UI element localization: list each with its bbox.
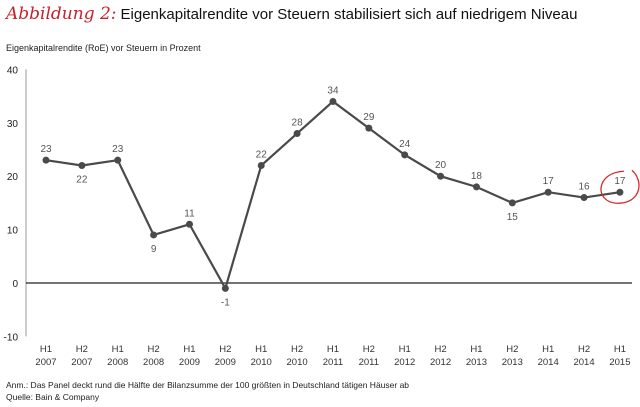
- x-tick-label: H1: [112, 344, 124, 355]
- data-label: 34: [327, 85, 339, 96]
- x-tick-label: 2013: [502, 357, 523, 368]
- x-tick-label: H1: [255, 344, 267, 355]
- data-point: [114, 156, 122, 164]
- y-tick-label: 30: [7, 119, 19, 130]
- data-label: 22: [76, 175, 88, 186]
- x-tick-label: H2: [148, 344, 160, 355]
- y-axis-label: Eigenkapitalrendite (RoE) vor Steuern in…: [6, 43, 201, 53]
- data-point: [185, 220, 193, 228]
- x-tick-label: H2: [434, 344, 446, 355]
- y-tick-label: 0: [12, 279, 18, 290]
- title-text: Eigenkapitalrendite vor Steuern stabilis…: [120, 6, 578, 23]
- x-tick-label: H2: [291, 344, 303, 355]
- x-tick-label: 2010: [251, 357, 272, 368]
- x-tick-label: H2: [76, 344, 88, 355]
- data-point: [401, 151, 409, 159]
- data-point: [78, 162, 86, 170]
- data-point: [221, 284, 229, 292]
- data-label: 18: [471, 171, 483, 182]
- x-tick-label: 2007: [71, 357, 92, 368]
- x-tick-label: H1: [327, 344, 339, 355]
- y-tick-label: 10: [7, 226, 19, 237]
- x-tick-label: 2007: [35, 357, 56, 368]
- x-tick-label: 2010: [287, 357, 308, 368]
- highlight-circle: [600, 169, 640, 204]
- y-tick-label: 40: [7, 65, 19, 76]
- x-tick-label: H2: [363, 344, 375, 355]
- x-tick-label: 2015: [609, 357, 630, 368]
- x-tick-label: H1: [183, 344, 195, 355]
- data-label: -1: [221, 297, 230, 308]
- x-tick-label: 2012: [394, 357, 415, 368]
- data-point: [437, 172, 445, 180]
- x-tick-label: 2014: [538, 357, 559, 368]
- data-point: [365, 124, 373, 132]
- data-point: [508, 199, 516, 207]
- data-point: [472, 183, 480, 191]
- x-tick-label: 2009: [179, 357, 200, 368]
- x-tick-label: H1: [542, 344, 554, 355]
- x-tick-label: H2: [506, 344, 518, 355]
- data-label: 23: [40, 144, 52, 155]
- x-tick-label: H1: [40, 344, 52, 355]
- data-point: [616, 188, 624, 196]
- data-label: 17: [543, 176, 555, 187]
- data-point: [544, 188, 552, 196]
- footnote: Anm.: Das Panel deckt rund die Hälfte de…: [6, 380, 410, 390]
- y-tick-label: -10: [4, 332, 19, 343]
- data-label: 17: [614, 176, 626, 187]
- data-label: 9: [151, 244, 157, 255]
- data-label: 15: [507, 212, 519, 223]
- x-tick-label: 2008: [107, 357, 128, 368]
- x-tick-label: H2: [219, 344, 231, 355]
- x-tick-label: 2011: [359, 357, 379, 368]
- data-label: 29: [363, 112, 375, 123]
- data-label: 24: [399, 139, 411, 150]
- x-tick-label: 2012: [430, 357, 451, 368]
- source-note: Quelle: Bain & Company: [6, 392, 100, 402]
- data-label: 28: [292, 117, 304, 128]
- figure-number: Abbildung 2:: [6, 4, 117, 24]
- data-label: 11: [184, 208, 195, 219]
- data-point: [329, 97, 337, 105]
- data-label: 22: [256, 150, 268, 161]
- x-tick-label: H1: [470, 344, 482, 355]
- data-label: 23: [112, 144, 124, 155]
- chart-title: Abbildung 2: Eigenkapitalrendite vor Steu…: [6, 4, 577, 24]
- x-tick-label: H1: [614, 344, 626, 355]
- x-tick-label: 2008: [143, 357, 164, 368]
- data-point: [580, 194, 588, 202]
- x-tick-label: 2011: [323, 357, 343, 368]
- data-point: [257, 162, 265, 170]
- data-label: 20: [435, 160, 447, 171]
- x-tick-label: 2013: [466, 357, 487, 368]
- x-tick-label: H1: [399, 344, 411, 355]
- data-point: [150, 231, 158, 239]
- y-tick-label: 20: [7, 172, 19, 183]
- data-point: [293, 129, 301, 137]
- data-point: [42, 156, 50, 164]
- series-line: [45, 100, 621, 292]
- x-tick-label: 2014: [573, 357, 594, 368]
- data-label: 16: [578, 182, 590, 193]
- x-tick-label: H2: [578, 344, 590, 355]
- x-tick-label: 2009: [215, 357, 236, 368]
